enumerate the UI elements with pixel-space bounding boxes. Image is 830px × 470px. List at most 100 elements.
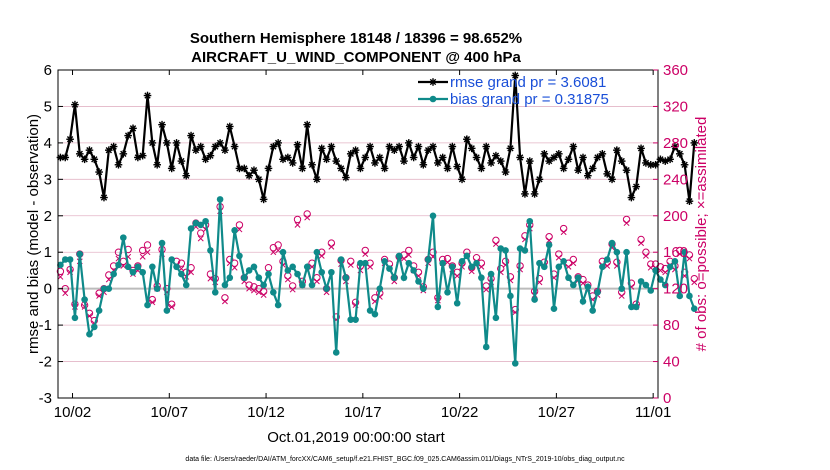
bias-point — [507, 292, 514, 300]
bias-point — [294, 270, 301, 278]
rmse-point — [259, 195, 268, 204]
rmse-point-stroke — [294, 141, 301, 148]
obs-assimilated-marker — [546, 237, 553, 244]
bias-point — [71, 314, 79, 322]
rmse-point-stroke — [681, 161, 688, 168]
obs-assimilated-marker — [246, 285, 253, 292]
bias-point — [105, 285, 113, 292]
rmse-point — [284, 153, 292, 162]
obs-assimilated-stroke — [347, 262, 354, 268]
rmse-point-stroke — [163, 139, 171, 147]
obs-assimilated-stroke — [289, 286, 296, 293]
bias-point — [652, 267, 659, 274]
y-left-tick-label: 2 — [44, 208, 52, 225]
bias-point — [226, 274, 234, 282]
bias-point — [347, 316, 355, 323]
bias-point — [81, 296, 88, 303]
bias-point — [352, 316, 359, 323]
rmse-point — [230, 142, 239, 151]
obs-possible-marker — [235, 221, 244, 229]
rmse-point — [274, 139, 282, 147]
rmse-point-stroke — [589, 165, 596, 172]
rmse-point-stroke — [647, 161, 654, 168]
y-left-tick-label: 6 — [44, 62, 52, 79]
bias-point — [366, 307, 374, 314]
rmse-point — [317, 144, 326, 153]
rmse-point — [255, 175, 263, 184]
chart-title-line2: AIRCRAFT_U_WIND_COMPONENT @ 400 hPa — [191, 49, 521, 66]
rmse-point — [569, 142, 578, 151]
rmse-point — [434, 159, 442, 167]
rmse-point-stroke — [158, 121, 166, 128]
y-left-tick-label: 4 — [44, 135, 52, 152]
rmse-point-stroke — [565, 156, 572, 163]
obs-assimilated-stroke — [304, 214, 311, 221]
rmse-point-stroke — [366, 143, 374, 150]
rmse-point-stroke — [483, 143, 490, 150]
bias-point — [502, 247, 509, 254]
obs-assimilated-stroke — [275, 247, 282, 254]
bias-point — [555, 263, 563, 271]
rmse-point — [221, 146, 229, 154]
obs-assimilated-stroke — [686, 255, 693, 262]
obs-possible-marker — [138, 246, 147, 255]
rmse-point-stroke — [512, 72, 519, 79]
y-left-tick-label: 3 — [44, 171, 52, 188]
bias-point — [599, 263, 606, 271]
y-left-tick-label: 1 — [44, 244, 52, 261]
bias-point — [647, 287, 655, 294]
bias-point — [332, 349, 340, 356]
bias-point — [492, 314, 500, 322]
rmse-point-stroke — [468, 145, 475, 152]
rmse-point-stroke — [444, 165, 451, 172]
rmse-point-stroke — [149, 139, 156, 147]
obs-assimilated-stroke — [62, 290, 69, 297]
obs-assimilated-stroke — [367, 263, 374, 270]
bias-point — [560, 258, 567, 265]
rmse-point — [622, 166, 631, 175]
bias-point — [531, 296, 538, 303]
obs-assimilated-marker — [468, 268, 475, 275]
rmse-point — [627, 193, 636, 202]
rmse-point — [690, 139, 699, 147]
obs-assimilated-stroke — [270, 249, 277, 256]
rmse-point-stroke — [536, 176, 543, 183]
bias-point — [400, 274, 408, 282]
rmse-point — [588, 164, 597, 173]
obs-assimilated-marker — [454, 272, 461, 279]
obs-possible-marker — [555, 250, 563, 258]
rmse-point — [288, 159, 297, 167]
bias-point — [274, 301, 282, 309]
rmse-point-stroke — [124, 132, 132, 139]
rmse-point-stroke — [492, 152, 500, 159]
bias-point — [255, 274, 263, 282]
rmse-point-stroke — [521, 190, 529, 198]
plot-frame — [57, 69, 659, 399]
rmse-point-stroke — [255, 176, 262, 183]
rmse-point — [482, 142, 491, 151]
rmse-point-stroke — [516, 154, 524, 161]
obs-assimilated-stroke — [57, 273, 64, 280]
obs-possible-marker — [197, 229, 205, 237]
y-left-tick-label: 5 — [44, 98, 52, 115]
bias-point — [376, 285, 384, 292]
obs-assimilated-stroke — [570, 260, 577, 267]
rmse-point — [671, 142, 679, 151]
rmse-point — [342, 173, 350, 182]
rmse-point-stroke — [541, 150, 548, 158]
grid-lines — [58, 106, 658, 362]
obs-assimilated-stroke — [221, 298, 228, 305]
x-tick-label: 11/01 — [635, 404, 671, 421]
bias-point — [61, 256, 69, 263]
bias-point — [565, 274, 572, 282]
rmse-point-stroke — [62, 154, 69, 161]
obs-assimilated-stroke — [691, 279, 698, 286]
bias-point — [444, 289, 451, 296]
bias-point — [536, 259, 543, 267]
rmse-point-stroke — [173, 139, 180, 147]
rmse-point-stroke — [395, 143, 403, 150]
bias-point — [521, 247, 529, 254]
obs-assimilated-marker — [580, 280, 586, 287]
bias-point — [361, 259, 369, 267]
rmse-point-stroke — [168, 165, 175, 172]
